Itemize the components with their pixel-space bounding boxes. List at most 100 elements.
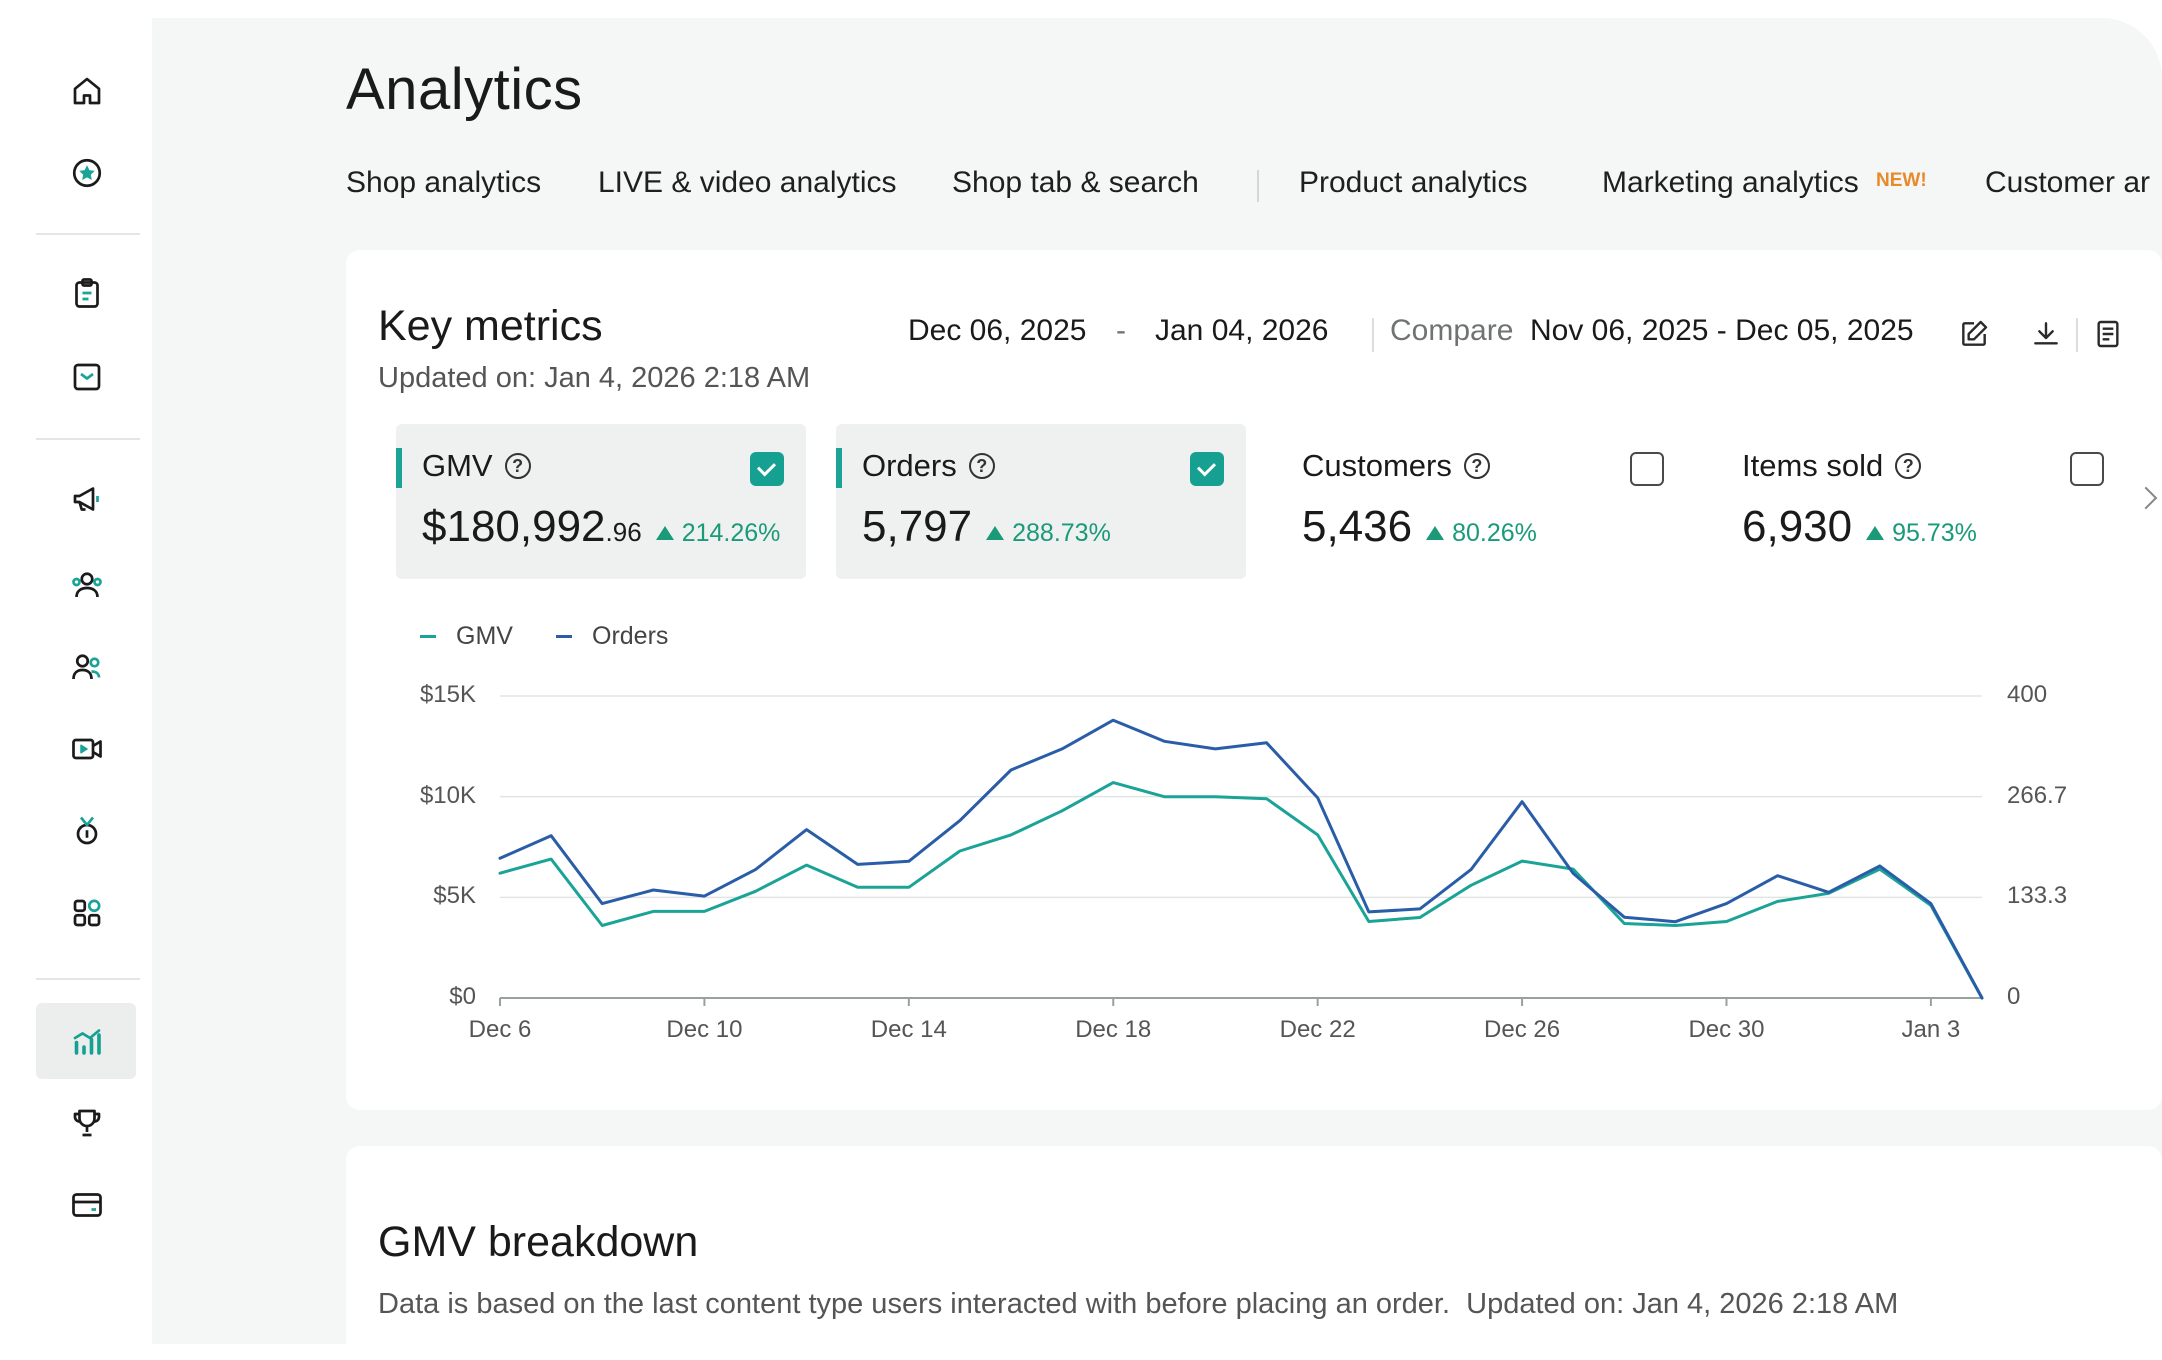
inbox-icon[interactable] xyxy=(66,356,108,398)
toolbar-separator xyxy=(2076,318,2078,352)
metric-checkbox[interactable] xyxy=(1190,452,1224,486)
sidebar-divider xyxy=(36,978,140,980)
metric-delta: 80.26% xyxy=(1426,519,1537,547)
sidebar-divider xyxy=(36,438,140,440)
apps-icon[interactable] xyxy=(66,892,108,934)
x-tick-label: Jan 3 xyxy=(1901,1016,1961,1043)
video-icon[interactable] xyxy=(66,728,108,770)
legend-label: GMV xyxy=(456,622,513,650)
help-icon[interactable]: ? xyxy=(1463,453,1490,479)
edit-icon[interactable] xyxy=(1958,318,1990,350)
metric-delta: 288.73% xyxy=(986,519,1111,547)
legend-item-orders[interactable]: Orders xyxy=(556,622,668,651)
page-title: Analytics xyxy=(346,57,583,122)
medal-icon[interactable] xyxy=(66,810,108,852)
app-frame: Analytics Shop analytics LIVE & video an… xyxy=(18,18,2162,1344)
x-tick-label: Dec 6 xyxy=(468,1016,532,1043)
gmv-breakdown-updated: Updated on: Jan 4, 2026 2:18 AM xyxy=(1466,1288,1899,1320)
help-icon[interactable]: ? xyxy=(504,453,531,479)
metric-card-gmv[interactable]: GMV? $180,992.96 214.26% xyxy=(396,424,806,579)
tab-product-analytics[interactable]: Product analytics xyxy=(1299,166,1528,199)
metric-value-row: 5,436 80.26% xyxy=(1302,502,1537,552)
y-right-tick-label: 133.3 xyxy=(2007,882,2068,910)
metric-checkbox[interactable] xyxy=(1630,452,1664,486)
creators-icon[interactable] xyxy=(66,646,108,688)
users-icon[interactable] xyxy=(66,564,108,606)
y-left-tick-label: $15K xyxy=(419,681,476,708)
help-icon[interactable]: ? xyxy=(968,453,995,479)
metric-card-orders[interactable]: Orders? 5,797 288.73% xyxy=(836,424,1246,579)
metric-accent-bar xyxy=(396,448,402,488)
compare-range[interactable]: Nov 06, 2025 - Dec 05, 2025 xyxy=(1530,314,1914,347)
x-tick-label: Dec 18 xyxy=(1075,1016,1152,1043)
x-tick-label: Dec 10 xyxy=(666,1016,743,1043)
metric-label-row: Customers? xyxy=(1302,448,1490,484)
star-badge-icon[interactable] xyxy=(66,152,108,194)
legend-swatch xyxy=(556,635,572,638)
key-metrics-updated: Updated on: Jan 4, 2026 2:18 AM xyxy=(378,362,811,394)
series-line-orders xyxy=(498,718,1984,1000)
date-range-end[interactable]: Jan 04, 2026 xyxy=(1155,314,1329,347)
home-icon[interactable] xyxy=(66,70,108,112)
tab-customer-analytics[interactable]: Customer ar xyxy=(1985,166,2151,199)
x-tick-label: Dec 14 xyxy=(870,1016,947,1043)
y-right-tick-label: 266.7 xyxy=(2007,781,2068,809)
metric-label-row: GMV? xyxy=(422,448,531,484)
metric-value: 5,436 xyxy=(1302,502,1413,551)
metric-accent-bar xyxy=(836,448,842,488)
y-right-tick-label: 400 xyxy=(2007,681,2048,708)
date-range-dash: - xyxy=(1116,314,1126,347)
gmv-breakdown-card xyxy=(346,1146,2162,1344)
tab-live-video-analytics[interactable]: LIVE & video analytics xyxy=(598,166,897,199)
metric-value: 5,797 xyxy=(862,502,973,551)
tab-separator xyxy=(1257,170,1259,202)
metric-value: $180,992 xyxy=(422,502,606,551)
metric-card-customers[interactable]: Customers? 5,436 80.26% xyxy=(1276,424,1686,579)
y-left-tick-label: $10K xyxy=(419,781,476,809)
x-tick-label: Dec 22 xyxy=(1279,1016,1356,1043)
x-tick-label: Dec 26 xyxy=(1484,1016,1561,1043)
metric-value-row: $180,992.96 214.26% xyxy=(422,502,780,552)
metric-checkbox[interactable] xyxy=(2070,452,2104,486)
wallet-icon[interactable] xyxy=(66,1184,108,1226)
trophy-icon[interactable] xyxy=(66,1102,108,1144)
header-separator xyxy=(1372,318,1374,352)
megaphone-icon[interactable] xyxy=(66,478,108,520)
metric-label: Orders xyxy=(862,448,957,483)
tab-shop-analytics[interactable]: Shop analytics xyxy=(346,166,542,199)
metric-value-row: 5,797 288.73% xyxy=(862,502,1111,552)
metric-label: GMV xyxy=(422,448,493,483)
x-tick-label: Dec 30 xyxy=(1688,1016,1765,1043)
metric-label-row: Items sold? xyxy=(1742,448,1922,484)
gmv-breakdown-description-row: Data is based on the last content type u… xyxy=(378,1288,1898,1321)
sidebar-divider xyxy=(36,233,140,235)
key-metrics-title: Key metrics xyxy=(378,302,603,350)
help-icon[interactable]: ? xyxy=(1895,453,1922,479)
series-line-gmv xyxy=(498,781,1984,1000)
report-icon[interactable] xyxy=(2092,318,2124,350)
metric-delta: 214.26% xyxy=(656,519,781,547)
gmv-breakdown-description: Data is based on the last content type u… xyxy=(378,1288,1451,1320)
y-right-tick-label: 0 xyxy=(2007,983,2021,1010)
tab-shop-tab-search[interactable]: Shop tab & search xyxy=(952,166,1199,199)
y-left-tick-label: $5K xyxy=(433,882,476,910)
metric-checkbox[interactable] xyxy=(750,452,784,486)
metric-value-cents: .96 xyxy=(605,517,642,547)
download-icon[interactable] xyxy=(2030,318,2062,350)
clipboard-icon[interactable] xyxy=(66,272,108,314)
compare-label: Compare xyxy=(1390,314,1514,347)
legend-label: Orders xyxy=(592,622,669,650)
metric-label-row: Orders? xyxy=(862,448,995,484)
tab-marketing-analytics[interactable]: Marketing analytics xyxy=(1602,166,1859,199)
analytics-icon[interactable] xyxy=(66,1020,108,1062)
metric-label: Customers xyxy=(1302,448,1452,483)
sidebar-active-highlight xyxy=(36,1003,136,1079)
legend-swatch xyxy=(420,635,436,638)
metric-delta: 95.73% xyxy=(1866,519,1977,547)
date-range-start[interactable]: Dec 06, 2025 xyxy=(908,314,1087,347)
legend-item-gmv[interactable]: GMV xyxy=(420,622,513,651)
new-badge: NEW! xyxy=(1876,170,1927,191)
y-left-tick-label: $0 xyxy=(449,983,476,1010)
metric-card-items-sold[interactable]: Items sold? 6,930 95.73% xyxy=(1716,424,2126,579)
